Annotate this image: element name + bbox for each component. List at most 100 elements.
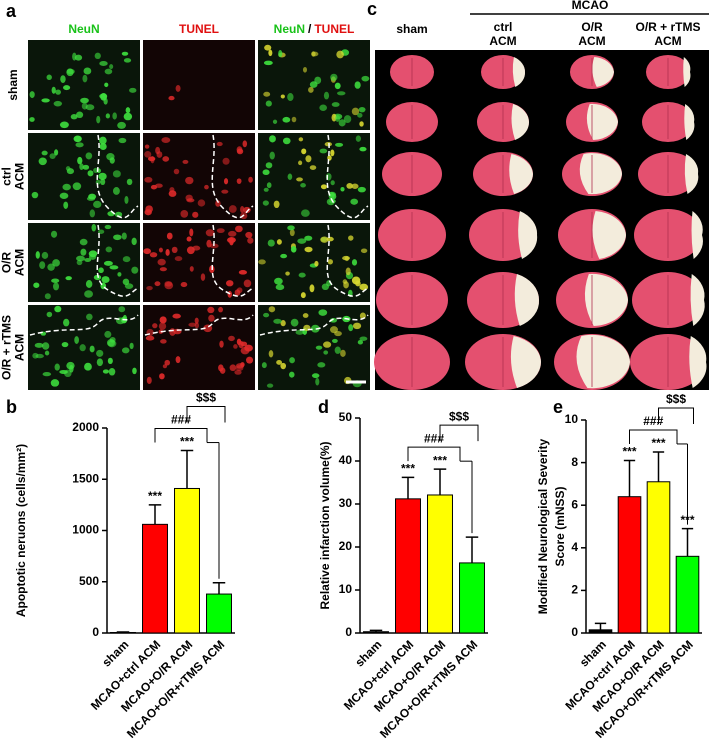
infarct [579, 153, 622, 195]
infarct [684, 154, 699, 194]
cell [41, 98, 50, 103]
cell [112, 187, 120, 195]
cell [228, 230, 237, 237]
significance-label: *** [180, 435, 194, 449]
row-label: O/R ACM [0, 249, 27, 276]
cell [109, 336, 116, 343]
cell [280, 253, 288, 259]
cell [352, 322, 362, 330]
y-axis-label-line: Relative infarction volume(%) [318, 441, 332, 609]
cell [129, 87, 137, 93]
row-label-line: ACM [13, 249, 27, 276]
y-tick-label: 6 [571, 497, 578, 511]
cell [105, 113, 110, 119]
cell [123, 58, 132, 63]
cell [49, 153, 56, 159]
cell [54, 149, 59, 156]
y-tick-label: 500 [79, 574, 99, 588]
cell [228, 205, 237, 213]
cell [269, 151, 275, 160]
bar [588, 629, 613, 634]
cell [311, 373, 320, 379]
y-tick-label: 1000 [72, 523, 99, 537]
cell [218, 364, 224, 372]
cell [266, 182, 272, 189]
micrograph [28, 223, 140, 302]
column-title: TUNEL [179, 22, 219, 36]
cell [262, 200, 269, 206]
cell [54, 363, 60, 371]
cell [74, 336, 79, 344]
cell [258, 259, 266, 265]
cell [216, 228, 225, 234]
cell [51, 86, 56, 94]
cell [52, 259, 60, 267]
cell [150, 184, 158, 190]
y-tick-label: 1500 [72, 471, 99, 485]
cell [104, 224, 112, 230]
cell [109, 157, 115, 164]
cell [263, 91, 271, 97]
cell [131, 237, 137, 246]
cell [194, 322, 200, 329]
cell [330, 180, 335, 186]
comparison-label: ### [643, 414, 663, 428]
bar [174, 487, 200, 634]
cell [97, 229, 105, 234]
cell [276, 360, 283, 365]
micrograph [143, 133, 255, 220]
cell [76, 255, 85, 262]
row-label-line: ctrl [0, 167, 14, 186]
panel-label: d [318, 397, 329, 417]
cell [327, 259, 333, 265]
cell [126, 178, 133, 186]
cell [236, 178, 242, 185]
cell [334, 346, 341, 354]
cell [109, 64, 114, 70]
cell [168, 95, 175, 101]
cell [51, 278, 60, 283]
bar [617, 496, 642, 634]
cell [86, 313, 93, 321]
row-label: O/R + rTMS ACM [0, 315, 27, 380]
cell [274, 277, 283, 285]
comparison-bracket [439, 424, 479, 442]
cell [85, 280, 93, 288]
cell [32, 352, 39, 359]
cell [290, 318, 299, 327]
y-tick-label: 0 [571, 625, 578, 639]
cell [280, 320, 286, 327]
cell [54, 305, 62, 313]
comparison-label: $$$ [449, 409, 469, 423]
cell [107, 357, 113, 364]
cell [320, 236, 329, 243]
cell [124, 283, 134, 289]
cell [104, 68, 113, 75]
cell [84, 257, 92, 262]
cell [175, 356, 181, 364]
cell [351, 107, 360, 116]
bar [142, 523, 168, 634]
cell [164, 280, 173, 287]
cell [326, 198, 336, 206]
y-tick-label: 0 [345, 625, 352, 639]
cell [361, 75, 370, 82]
cell [46, 311, 53, 318]
cell [100, 178, 106, 186]
cell [208, 314, 215, 322]
cell [302, 66, 308, 73]
infarct [509, 154, 533, 194]
cell [168, 190, 177, 197]
column-label: ACM [489, 34, 516, 48]
cell [338, 119, 346, 127]
cell [63, 201, 69, 209]
micrograph [143, 40, 255, 130]
cell [304, 246, 313, 253]
cell [154, 281, 161, 287]
infarct [691, 211, 703, 259]
cell [164, 359, 171, 366]
cell [124, 195, 129, 204]
y-tick-label: 10 [565, 412, 579, 426]
column-label: ctrl [494, 20, 513, 34]
panel-label: a [6, 1, 17, 21]
